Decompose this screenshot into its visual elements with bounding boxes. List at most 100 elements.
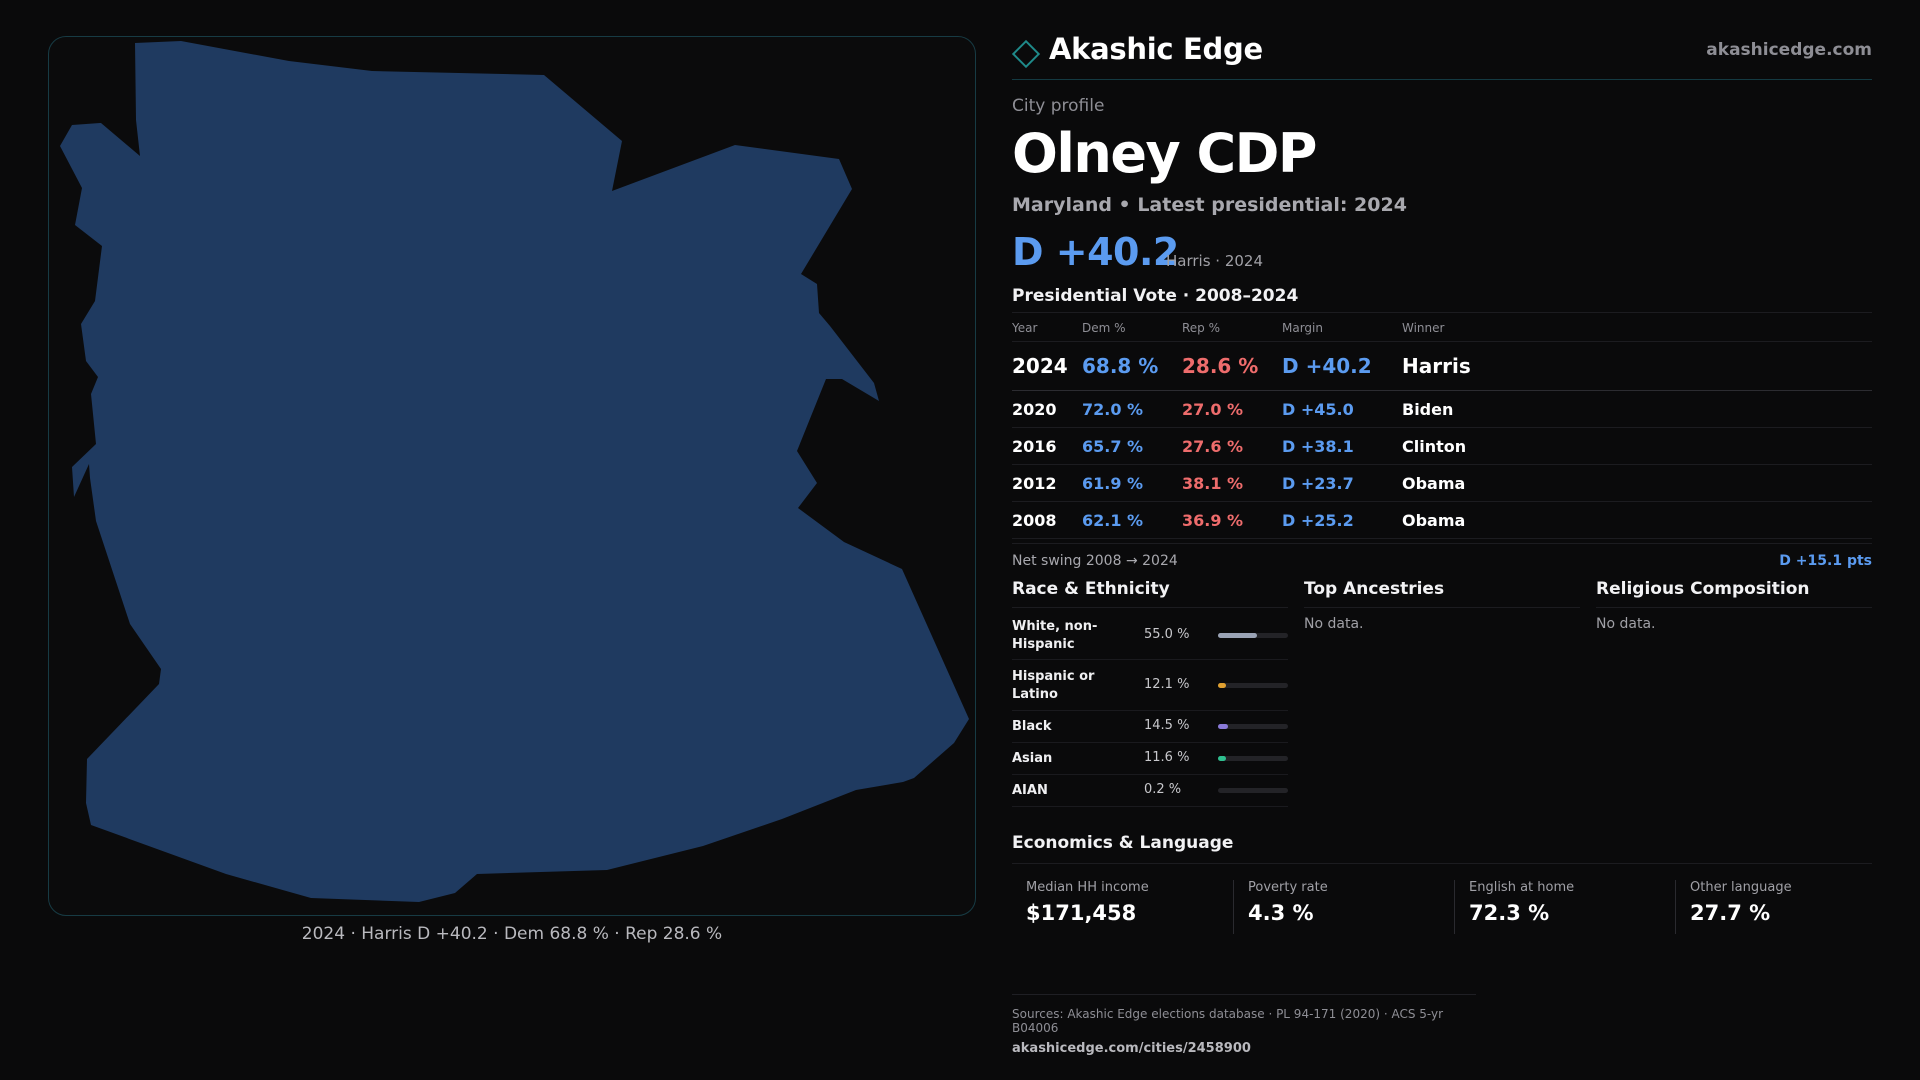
demographics-section: Race & Ethnicity White, non-Hispanic 55.… <box>1012 579 1872 829</box>
table-row: 2012 61.9 % 38.1 % D +23.7 Obama <box>1012 464 1872 502</box>
stat-value: 72.3 % <box>1469 901 1550 925</box>
row-dem: 62.1 % <box>1082 501 1182 539</box>
race-bar <box>1218 788 1288 793</box>
brand-url-link[interactable]: akashicedge.com <box>1706 40 1872 60</box>
header-winner: Winner <box>1402 312 1872 342</box>
list-item: AIAN 0.2 % <box>1012 775 1288 807</box>
row-rep: 27.0 % <box>1182 390 1282 428</box>
stat-value: 27.7 % <box>1690 901 1771 925</box>
row-year: 2012 <box>1012 464 1082 502</box>
race-pct: 14.5 % <box>1144 718 1190 733</box>
row-winner: Biden <box>1402 390 1872 428</box>
sources-footer: Sources: Akashic Edge elections database… <box>1012 994 1476 1056</box>
row-year: 2020 <box>1012 390 1082 428</box>
race-bar-fill <box>1218 683 1227 688</box>
headline-result: D +40.2 Harris · 2024 <box>1012 230 1872 276</box>
row-margin: D +38.1 <box>1282 427 1402 465</box>
city-boundary-map <box>60 41 969 902</box>
race-bar <box>1218 633 1288 638</box>
stat-median-income: Median HH income $171,458 <box>1012 880 1227 934</box>
list-item: Black 14.5 % <box>1012 711 1288 743</box>
row-dem: 68.8 % <box>1082 341 1182 391</box>
row-year: 2008 <box>1012 501 1082 539</box>
table-row: 2024 68.8 % 28.6 % D +40.2 Harris <box>1012 341 1872 391</box>
stat-poverty-rate: Poverty rate 4.3 % <box>1233 880 1448 934</box>
race-label: AIAN <box>1012 783 1048 798</box>
header-year: Year <box>1012 312 1082 342</box>
sources-text: Sources: Akashic Edge elections database… <box>1012 1007 1444 1035</box>
header-dem: Dem % <box>1082 312 1182 342</box>
diamond-logo-icon <box>1011 39 1041 69</box>
header-rep: Rep % <box>1182 312 1282 342</box>
state-subtitle: Maryland • Latest presidential: 2024 <box>1012 194 1407 216</box>
race-bar-fill <box>1218 724 1229 729</box>
race-bar <box>1218 756 1288 761</box>
headline-margin: D +40.2 <box>1012 230 1179 274</box>
ancestries-panel: Top Ancestries No data. <box>1304 579 1580 632</box>
economics-grid: Median HH income $171,458 Poverty rate 4… <box>1012 876 1872 946</box>
row-margin: D +23.7 <box>1282 464 1402 502</box>
map-caption: 2024 · Harris D +40.2 · Dem 68.8 % · Rep… <box>301 924 723 944</box>
race-label: Black <box>1012 719 1052 734</box>
profile-panel: Akashic Edge akashicedge.com City profil… <box>1011 30 1872 946</box>
race-bar-fill <box>1218 633 1257 638</box>
list-item: White, non-Hispanic 55.0 % <box>1012 608 1288 660</box>
page-title: Olney CDP <box>1012 122 1318 185</box>
row-year: 2024 <box>1012 341 1082 391</box>
net-swing-row: Net swing 2008 → 2024 D +15.1 pts <box>1012 543 1872 573</box>
race-label: White, non-Hispanic <box>1012 619 1098 652</box>
row-winner: Clinton <box>1402 427 1872 465</box>
race-bar <box>1218 683 1288 688</box>
stat-label: Poverty rate <box>1248 880 1328 895</box>
city-boundary-shape[interactable] <box>60 41 969 902</box>
row-rep: 36.9 % <box>1182 501 1282 539</box>
source-url-link[interactable]: akashicedge.com/cities/2458900 <box>1012 1041 1251 1056</box>
religion-section-title: Religious Composition <box>1596 579 1872 608</box>
race-bar <box>1218 724 1288 729</box>
race-label: Asian <box>1012 751 1053 766</box>
stat-label: Median HH income <box>1026 880 1149 895</box>
ancestries-empty: No data. <box>1304 616 1364 632</box>
stat-other-language: Other language 27.7 % <box>1675 880 1890 934</box>
stat-english-at-home: English at home 72.3 % <box>1454 880 1669 934</box>
row-rep: 27.6 % <box>1182 427 1282 465</box>
presidential-vote-table: Year Dem % Rep % Margin Winner 2024 68.8… <box>1012 312 1872 539</box>
row-winner: Obama <box>1402 464 1872 502</box>
race-section-title: Race & Ethnicity <box>1012 579 1288 608</box>
row-margin: D +40.2 <box>1282 341 1402 391</box>
row-margin: D +45.0 <box>1282 390 1402 428</box>
stat-label: Other language <box>1690 880 1792 895</box>
race-ethnicity-panel: Race & Ethnicity White, non-Hispanic 55.… <box>1012 579 1288 807</box>
table-row: 2016 65.7 % 27.6 % D +38.1 Clinton <box>1012 427 1872 465</box>
row-rep: 28.6 % <box>1182 341 1282 391</box>
religion-panel: Religious Composition No data. <box>1596 579 1872 632</box>
row-dem: 65.7 % <box>1082 427 1182 465</box>
row-dem: 61.9 % <box>1082 464 1182 502</box>
table-header-row: Year Dem % Rep % Margin Winner <box>1012 312 1872 342</box>
race-bar-fill <box>1218 756 1227 761</box>
race-label: Hispanic or Latino <box>1012 669 1095 702</box>
row-winner: Harris <box>1402 341 1872 391</box>
religion-empty: No data. <box>1596 616 1656 632</box>
table-row: 2020 72.0 % 27.0 % D +45.0 Biden <box>1012 390 1872 428</box>
vote-section-title: Presidential Vote · 2008–2024 <box>1012 286 1299 306</box>
map-panel[interactable] <box>48 36 976 916</box>
row-rep: 38.1 % <box>1182 464 1282 502</box>
stat-label: English at home <box>1469 880 1575 895</box>
row-margin: D +25.2 <box>1282 501 1402 539</box>
net-swing-label: Net swing 2008 → 2024 <box>1012 553 1178 569</box>
brand-name: Akashic Edge <box>1049 32 1263 66</box>
table-row: 2008 62.1 % 36.9 % D +25.2 Obama <box>1012 501 1872 539</box>
list-item: Asian 11.6 % <box>1012 743 1288 775</box>
economics-section-title: Economics & Language <box>1012 833 1872 864</box>
row-dem: 72.0 % <box>1082 390 1182 428</box>
stat-value: 4.3 % <box>1248 901 1314 925</box>
net-swing-value: D +15.1 pts <box>1779 553 1872 569</box>
race-pct: 11.6 % <box>1144 750 1190 765</box>
profile-label: City profile <box>1012 96 1105 116</box>
row-winner: Obama <box>1402 501 1872 539</box>
row-year: 2016 <box>1012 427 1082 465</box>
brand-header: Akashic Edge akashicedge.com <box>1011 30 1872 80</box>
stat-value: $171,458 <box>1026 901 1137 925</box>
list-item: Hispanic or Latino 12.1 % <box>1012 660 1288 711</box>
